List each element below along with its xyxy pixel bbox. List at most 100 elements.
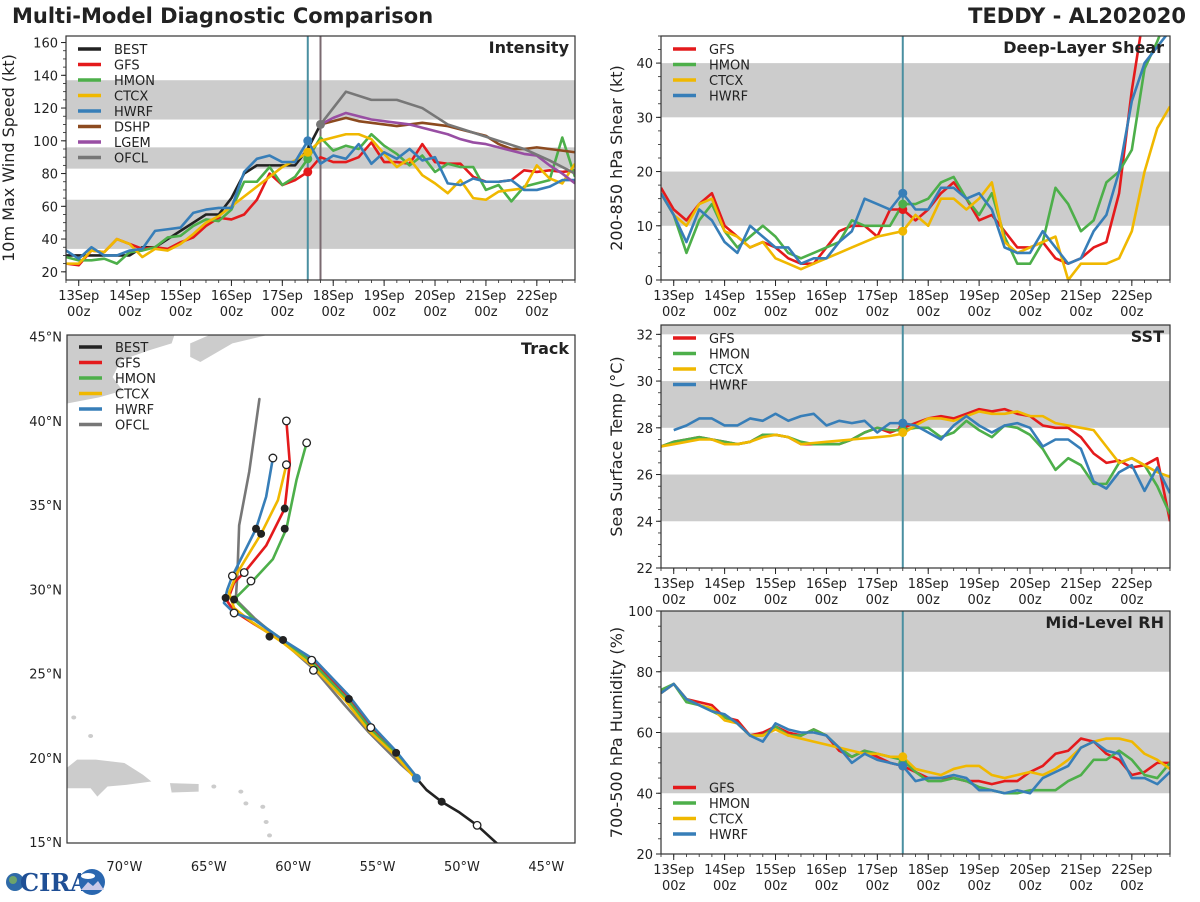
init-marker-gfs [303,167,313,177]
legend-label-gfs: GFS [709,332,735,347]
track-line-hwrf [222,456,418,778]
x-tick-label-hour: 00z [1120,879,1144,894]
x-tick-label-hour: 00z [967,593,991,608]
x-tick-label-hour: 00z [474,305,498,320]
x-tick-label-date: 16Sep [806,863,847,878]
x-tick-label-hour: 00z [662,593,686,608]
track-dot-open [229,608,239,618]
track-map: 15°N 20°N 25°N 30°N 35°N 40°N 45°N 70°W 65°W 60°W… [29,331,576,875]
legend-label-hmon: HMON [114,74,155,89]
y-tick-label: 80 [636,666,653,681]
x-tick-label-hour: 00z [967,305,991,320]
shaded-band [661,611,1170,672]
y-tick-label: 32 [636,328,653,343]
x-tick-label-hour: 00z [713,305,737,320]
x-tick-label-hour: 00z [525,305,549,320]
panel-title: Track [521,339,569,358]
x-tick-label-date: 16Sep [211,289,252,304]
lon-tick-label: 65°W [191,860,227,875]
y-tick-label: 24 [636,515,653,530]
x-tick-label-hour: 00z [1069,305,1093,320]
init-marker-ctcx [898,226,908,236]
x-tick-label-date: 16Sep [806,577,847,592]
legend-label-hmon: HMON [709,348,750,363]
island-land [238,789,244,794]
series-line-ctcx [66,132,575,265]
lat-tick-label: 15°N [29,836,62,851]
lat-tick-label: 35°N [29,499,62,514]
series-line-lgem [319,111,575,185]
x-tick-label-hour: 00z [1069,593,1093,608]
x-tick-label-hour: 00z [322,305,346,320]
shaded-band [661,325,1170,335]
series-group [661,36,1170,280]
track-dot-filled [252,524,261,533]
plot-frame [660,35,1171,281]
panel-title: Mid-Level RH [1045,613,1164,632]
track-line-best [415,776,499,843]
map-frame [66,334,576,844]
x-tick-label-date: 18Sep [908,289,949,304]
track-dot-filled [265,632,274,641]
panel-title: Intensity [489,38,570,57]
lon-tick-label: 50°W [444,860,480,875]
y-axis-label: Sea Surface Temp (°C) [607,356,626,536]
y-tick-label: 100 [628,605,653,620]
track-dot-filled [344,694,353,703]
legend-label-gfs: GFS [115,357,141,372]
track-dot-open [366,723,376,733]
globe-land-icon [9,876,17,884]
island-land [260,804,266,809]
x-tick-label-hour: 00z [662,305,686,320]
series-group [66,90,575,267]
y-tick-label: 160 [33,37,58,52]
track-dot-open [472,820,482,830]
x-tick-label-hour: 00z [1018,593,1042,608]
track-dot-filled [280,524,289,533]
legend-label-ofcl: OFCL [114,152,149,167]
plot-frame [660,324,1171,569]
x-tick-label-date: 15Sep [755,289,796,304]
x-tick-label-date: 16Sep [806,289,847,304]
x-tick-label-date: 22Sep [1111,289,1152,304]
y-tick-label: 30 [636,111,653,126]
y-tick-label: 20 [636,166,653,181]
track-line-ofcl [234,397,418,780]
track-dot-open [281,416,291,426]
track-dot-filled [221,593,230,602]
x-tick-label-hour: 00z [967,879,991,894]
series-line-hwrf [66,139,575,261]
x-tick-label-date: 17Sep [857,289,898,304]
x-tick-label-hour: 00z [713,593,737,608]
cloud-icon [81,873,95,879]
shaded-band [661,63,1170,118]
x-tick-label-hour: 00z [866,879,890,894]
shaded-band [661,732,1170,794]
legend-label-ofcl: OFCL [115,419,150,434]
island-land [243,801,249,806]
lat-tick-label: 30°N [29,583,62,598]
x-tick-label-date: 20Sep [1010,863,1051,878]
track-dot-open [308,665,318,675]
x-tick-label-date: 19Sep [959,863,1000,878]
lon-tick-label: 55°W [360,860,396,875]
x-tick-label-date: 20Sep [1010,289,1051,304]
series-line-hwrf [661,682,1170,795]
series-line-ofcl [319,90,575,175]
x-tick-label-hour: 00z [815,305,839,320]
y-axis-label: 200-850 hPa Shear (kt) [607,65,626,251]
series-group [661,682,1170,795]
x-tick-label-date: 20Sep [415,289,456,304]
x-tick-label-date: 22Sep [1111,577,1152,592]
x-tick-label-hour: 00z [1120,593,1144,608]
series-line-hwrf [673,412,1170,494]
island-land [211,784,217,789]
legend-label-hmon: HMON [115,372,156,387]
panel-title: Deep-Layer Shear [1003,38,1164,57]
y-tick-label: 20 [636,848,653,863]
x-tick-label-hour: 00z [169,305,193,320]
track-dot-filled [257,529,266,538]
ramm-icon [79,869,105,895]
track-dot-open [227,571,237,581]
